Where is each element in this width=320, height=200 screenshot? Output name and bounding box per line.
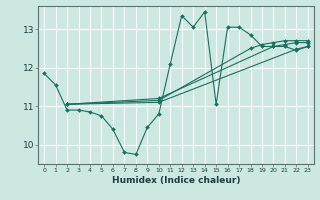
- X-axis label: Humidex (Indice chaleur): Humidex (Indice chaleur): [112, 176, 240, 185]
